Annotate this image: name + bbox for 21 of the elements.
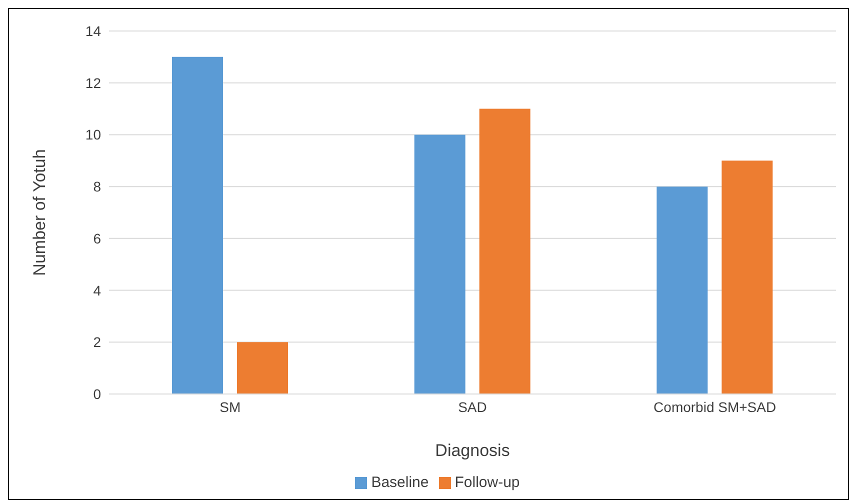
x-tick-label: SAD: [458, 398, 487, 415]
y-tick-label: 14: [85, 22, 102, 39]
bar: [656, 186, 708, 394]
x-tick-label: Comorbid SM+SAD: [654, 398, 776, 415]
y-axis-title: Number of Yotuh: [30, 149, 50, 276]
y-tick-label: 12: [85, 74, 102, 91]
bar: [414, 134, 466, 394]
bar: [479, 108, 530, 394]
y-tick-label: 2: [93, 334, 102, 350]
x-axis-title: Diagnosis: [435, 441, 510, 460]
y-tick-label: 10: [85, 126, 102, 143]
y-tick-label: 8: [93, 178, 102, 195]
bar: [722, 160, 773, 394]
y-tick-label: 4: [93, 282, 102, 298]
y-tick-label: 6: [93, 230, 102, 246]
x-tick-label: SM: [220, 398, 241, 415]
bar: [172, 56, 224, 394]
y-tick-label: 0: [93, 386, 102, 402]
bar: [237, 342, 288, 394]
legend-label: Follow-up: [454, 474, 520, 491]
legend-label: Baseline: [371, 474, 429, 491]
